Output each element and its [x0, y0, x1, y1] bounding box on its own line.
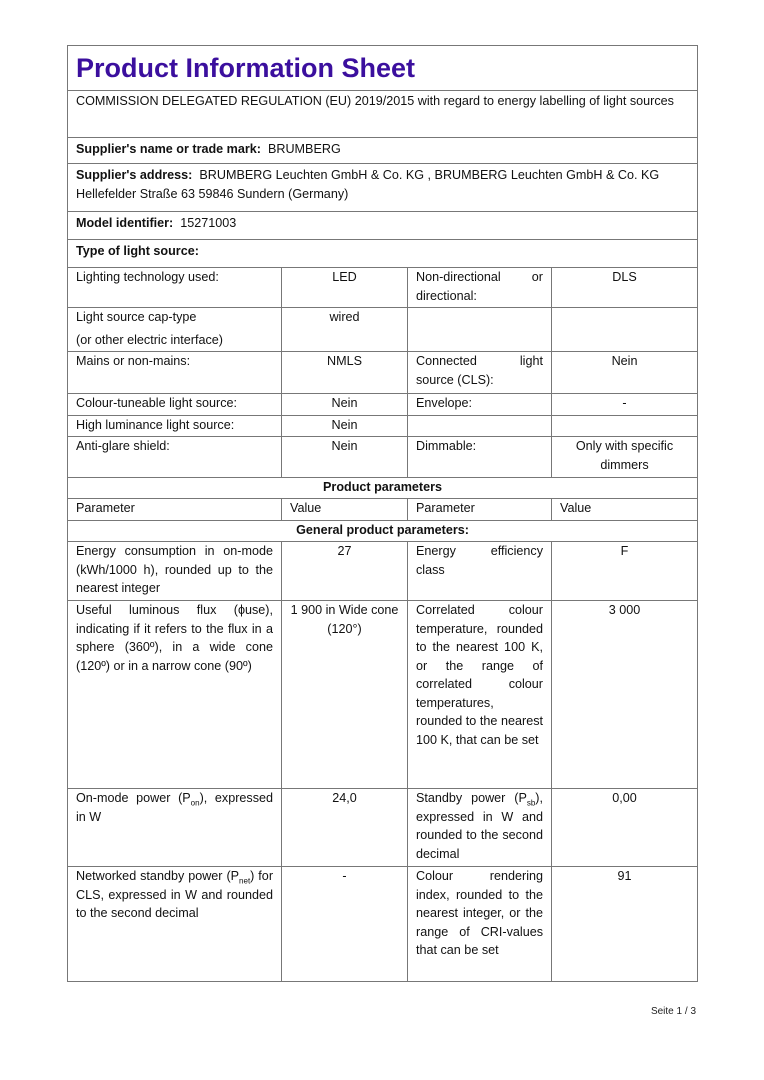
table-row: Colour-tuneable light source: Nein Envel…	[67, 393, 699, 416]
param-label: Correlated colour temperature, rounded t…	[407, 600, 552, 789]
label-text: ) for CLS, expressed in W and rounded to…	[76, 869, 274, 920]
supplier-address-label: Supplier's address:	[76, 168, 193, 182]
param-label: Networked standby power (Pnet) for CLS, …	[67, 866, 282, 982]
subscript: on	[190, 798, 200, 808]
param-value: NMLS	[281, 351, 408, 394]
param-value: 0,00	[550, 788, 699, 867]
param-value: DLS	[550, 267, 699, 308]
table-row: Energy consumption in on-mode (kWh/1000 …	[67, 541, 699, 601]
total-pages: 3	[690, 1006, 696, 1017]
column-header: Value	[550, 498, 699, 521]
param-label: Envelope:	[407, 393, 552, 416]
param-value	[550, 307, 699, 352]
param-label: Colour-tuneable light source:	[67, 393, 282, 416]
param-value	[550, 415, 699, 437]
param-value: -	[281, 866, 408, 982]
param-label: Colour rendering index, rounded to the n…	[407, 866, 552, 982]
param-label: Standby power (Psb), expressed in W and …	[407, 788, 552, 867]
param-value: 1 900 in Wide cone (120°)	[281, 600, 408, 789]
param-label: Energy consumption in on-mode (kWh/1000 …	[67, 541, 282, 601]
param-value: 91	[550, 866, 699, 982]
param-label: Energy efficiency class	[407, 541, 552, 601]
param-value: Nein	[550, 351, 699, 394]
subscript: sb	[526, 798, 536, 808]
param-value: -	[550, 393, 699, 416]
supplier-address-row: Supplier's address: BRUMBERG Leuchten Gm…	[66, 163, 699, 212]
table-row: Mains or non-mains: NMLS Connected light…	[67, 351, 699, 394]
param-value: wired	[281, 307, 408, 352]
param-label: High luminance light source:	[67, 415, 282, 437]
param-label: On-mode power (Pon), expressed in W	[67, 788, 282, 867]
model-row: Model identifier: 15271003	[66, 211, 699, 240]
general-parameters-heading: General product parameters:	[66, 520, 699, 542]
supplier-address-value: BRUMBERG Leuchten GmbH & Co. KG , BRUMBE…	[76, 168, 660, 201]
param-value: 27	[281, 541, 408, 601]
product-information-table: Product Information Sheet COMMISSION DEL…	[66, 45, 699, 982]
label-text: Networked standby power (P	[76, 869, 240, 883]
param-value: Only with specific dimmers	[550, 436, 699, 478]
param-value: 24,0	[281, 788, 408, 867]
table-row: Light source cap-type (or other electric …	[67, 307, 699, 352]
page-number: Seite 1 / 3	[651, 1006, 696, 1017]
supplier-name-row: Supplier's name or trade mark: BRUMBERG	[66, 137, 699, 164]
param-value: Nein	[281, 415, 408, 437]
table-row: High luminance light source: Nein	[67, 415, 699, 437]
supplier-name-label: Supplier's name or trade mark:	[76, 142, 261, 156]
column-header: Parameter	[407, 498, 552, 521]
param-value: 3 000	[550, 600, 699, 789]
table-row: Networked standby power (Pnet) for CLS, …	[67, 866, 699, 982]
type-heading: Type of light source:	[66, 239, 699, 268]
table-row: Useful luminous flux (ϕuse), indicating …	[67, 600, 699, 789]
param-label: Anti-glare shield:	[67, 436, 282, 478]
param-label: Lighting technology used:	[67, 267, 282, 308]
param-label: Mains or non-mains:	[67, 351, 282, 394]
regulation-text: COMMISSION DELEGATED REGULATION (EU) 201…	[66, 90, 699, 138]
column-header: Parameter	[67, 498, 282, 521]
param-value: Nein	[281, 393, 408, 416]
table-row: Lighting technology used: LED Non-direct…	[67, 267, 699, 308]
param-label	[407, 415, 552, 437]
param-label	[407, 307, 552, 352]
table-row: Anti-glare shield: Nein Dimmable: Only w…	[67, 436, 699, 478]
table-row: On-mode power (Pon), expressed in W 24,0…	[67, 788, 699, 867]
page-title: Product Information Sheet	[66, 45, 699, 91]
page-separator: /	[684, 1006, 688, 1017]
param-label: Light source cap-type (or other electric …	[67, 307, 282, 352]
param-label-line: Light source cap-type	[76, 310, 197, 324]
param-label-line: (or other electric interface)	[76, 332, 223, 347]
label-text: Standby power (P	[416, 791, 527, 805]
model-value: 15271003	[180, 216, 237, 230]
param-label: Non-directional or directional:	[407, 267, 552, 308]
label-text: On-mode power (P	[76, 791, 191, 805]
model-label: Model identifier:	[76, 216, 174, 230]
param-value: F	[550, 541, 699, 601]
label-text: ), expressed in W and rounded to the sec…	[416, 791, 543, 861]
label-text: ), expressed in W	[76, 791, 274, 824]
column-header-row: Parameter Value Parameter Value	[67, 498, 699, 521]
param-label: Connected light source (CLS):	[407, 351, 552, 394]
param-value: LED	[281, 267, 408, 308]
column-header: Value	[281, 498, 408, 521]
supplier-name-value: BRUMBERG	[267, 142, 341, 156]
product-parameters-heading: Product parameters	[66, 477, 699, 499]
subscript: net	[239, 876, 251, 886]
page-label: Seite	[650, 1006, 674, 1017]
param-value: Nein	[281, 436, 408, 478]
current-page: 1	[676, 1006, 683, 1017]
param-label: Useful luminous flux (ϕuse), indicating …	[67, 600, 282, 789]
param-label: Dimmable:	[407, 436, 552, 478]
